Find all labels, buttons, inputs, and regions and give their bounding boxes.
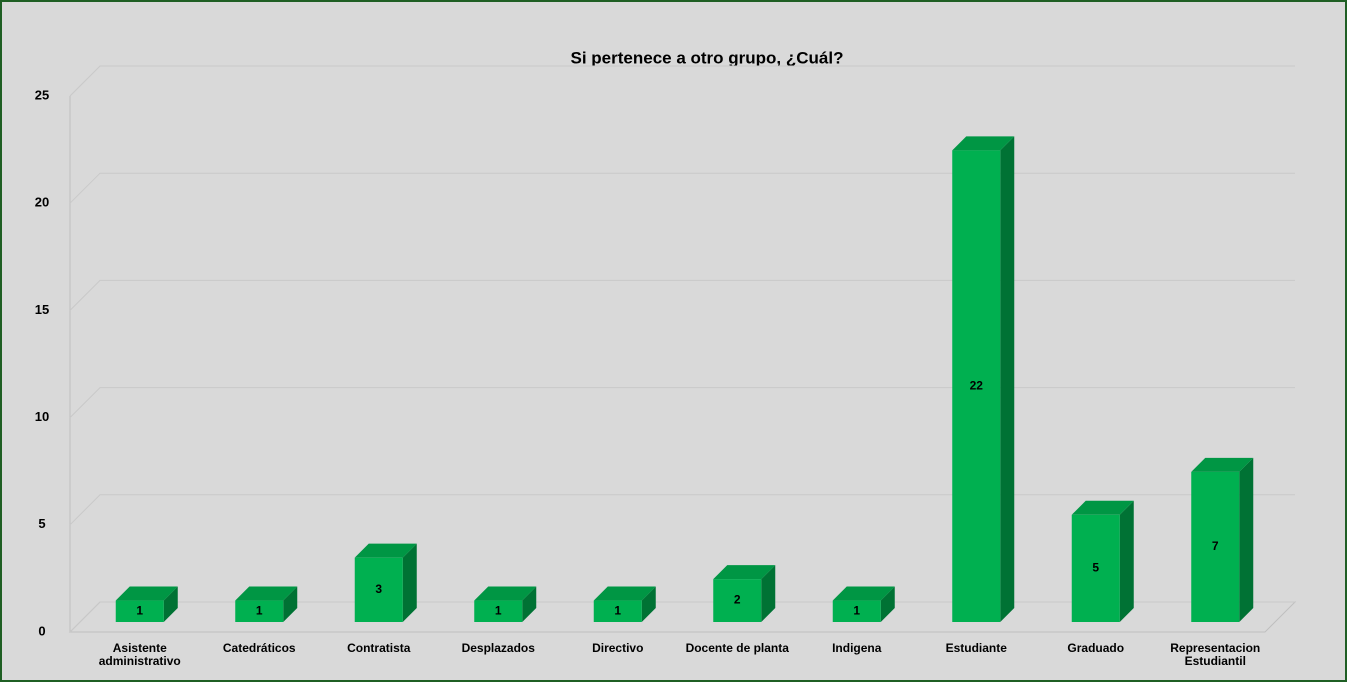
value-label: 1 bbox=[614, 603, 621, 617]
x-tick-label: Contratista bbox=[347, 641, 411, 655]
grid-line bbox=[69, 494, 1295, 526]
bar-top bbox=[832, 586, 895, 601]
bar bbox=[832, 600, 881, 622]
bar-side bbox=[1000, 136, 1015, 622]
bar bbox=[593, 600, 642, 622]
bar-top bbox=[115, 586, 178, 601]
y-tick-label: 20 bbox=[35, 195, 49, 210]
y-tick-label: 25 bbox=[35, 87, 49, 102]
bar-side bbox=[641, 586, 656, 622]
x-tick-label: Desplazados bbox=[461, 641, 535, 655]
bar-top bbox=[1191, 457, 1254, 472]
y-tick-label: 15 bbox=[35, 302, 49, 317]
bar-top bbox=[1071, 500, 1134, 515]
value-label: 22 bbox=[970, 378, 984, 392]
x-tick-label: Docente de planta bbox=[685, 641, 789, 655]
x-tick-label: Graduado bbox=[1067, 641, 1125, 655]
grid-line bbox=[69, 172, 1295, 204]
bar bbox=[354, 557, 403, 622]
bar bbox=[115, 600, 164, 622]
x-tick-label: Asistente administrativo bbox=[98, 641, 181, 668]
value-label: 2 bbox=[734, 593, 741, 607]
bar bbox=[1071, 514, 1120, 622]
value-label: 1 bbox=[256, 603, 263, 617]
bar-side bbox=[761, 565, 776, 622]
grid-line bbox=[69, 601, 1295, 633]
bar-top bbox=[235, 586, 298, 601]
y-tick-label: 0 bbox=[38, 623, 45, 638]
bar-side bbox=[163, 586, 178, 622]
bar-side bbox=[402, 543, 417, 622]
grid-line bbox=[69, 387, 1295, 418]
x-tick-label: Estudiante bbox=[945, 641, 1007, 655]
bar bbox=[474, 600, 523, 622]
value-label: 1 bbox=[495, 603, 502, 617]
x-tick-label: Indigena bbox=[832, 641, 882, 655]
bar bbox=[713, 579, 762, 622]
x-tick-label: Catedráticos bbox=[222, 641, 296, 655]
value-label: 3 bbox=[375, 582, 382, 596]
bar-side bbox=[880, 586, 895, 622]
bar-top bbox=[354, 543, 417, 558]
bar-top bbox=[474, 586, 537, 601]
bar bbox=[952, 150, 1001, 622]
bar-side bbox=[1119, 500, 1134, 622]
grid-line bbox=[69, 65, 1295, 97]
x-tick-label: Representacion Estudiantil bbox=[1170, 641, 1261, 668]
bar-top bbox=[713, 565, 776, 580]
x-tick-label: Directivo bbox=[592, 641, 644, 655]
value-label: 5 bbox=[1092, 561, 1099, 575]
chart-title: Si pertenece a otro grupo, ¿Cuál? bbox=[571, 48, 844, 67]
bar bbox=[235, 600, 284, 622]
value-label: 1 bbox=[136, 603, 143, 617]
value-label: 1 bbox=[853, 603, 860, 617]
grid-line bbox=[69, 279, 1295, 311]
bar-top bbox=[593, 586, 656, 601]
bar-top bbox=[952, 136, 1015, 151]
value-label: 7 bbox=[1212, 539, 1219, 553]
bar bbox=[1191, 471, 1240, 622]
bar-side bbox=[522, 586, 537, 622]
y-tick-label: 5 bbox=[38, 516, 45, 531]
y-tick-label: 10 bbox=[35, 409, 49, 424]
bar-side bbox=[283, 586, 298, 622]
bar-side bbox=[1239, 457, 1254, 622]
